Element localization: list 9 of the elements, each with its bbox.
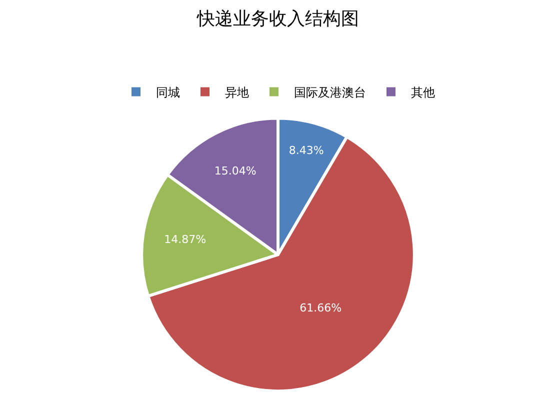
data-label: 61.66% [300,301,342,314]
data-label: 14.87% [164,233,206,246]
legend-label: 同城 [156,85,180,100]
data-label: 15.04% [214,164,256,178]
legend-label: 异地 [225,85,249,100]
chart-title: 快递业务收入结构图 [196,8,359,30]
legend-label: 其他 [411,85,435,100]
data-label: 8.43% [288,144,324,157]
legend-label: 国际及港澳台 [294,85,366,100]
